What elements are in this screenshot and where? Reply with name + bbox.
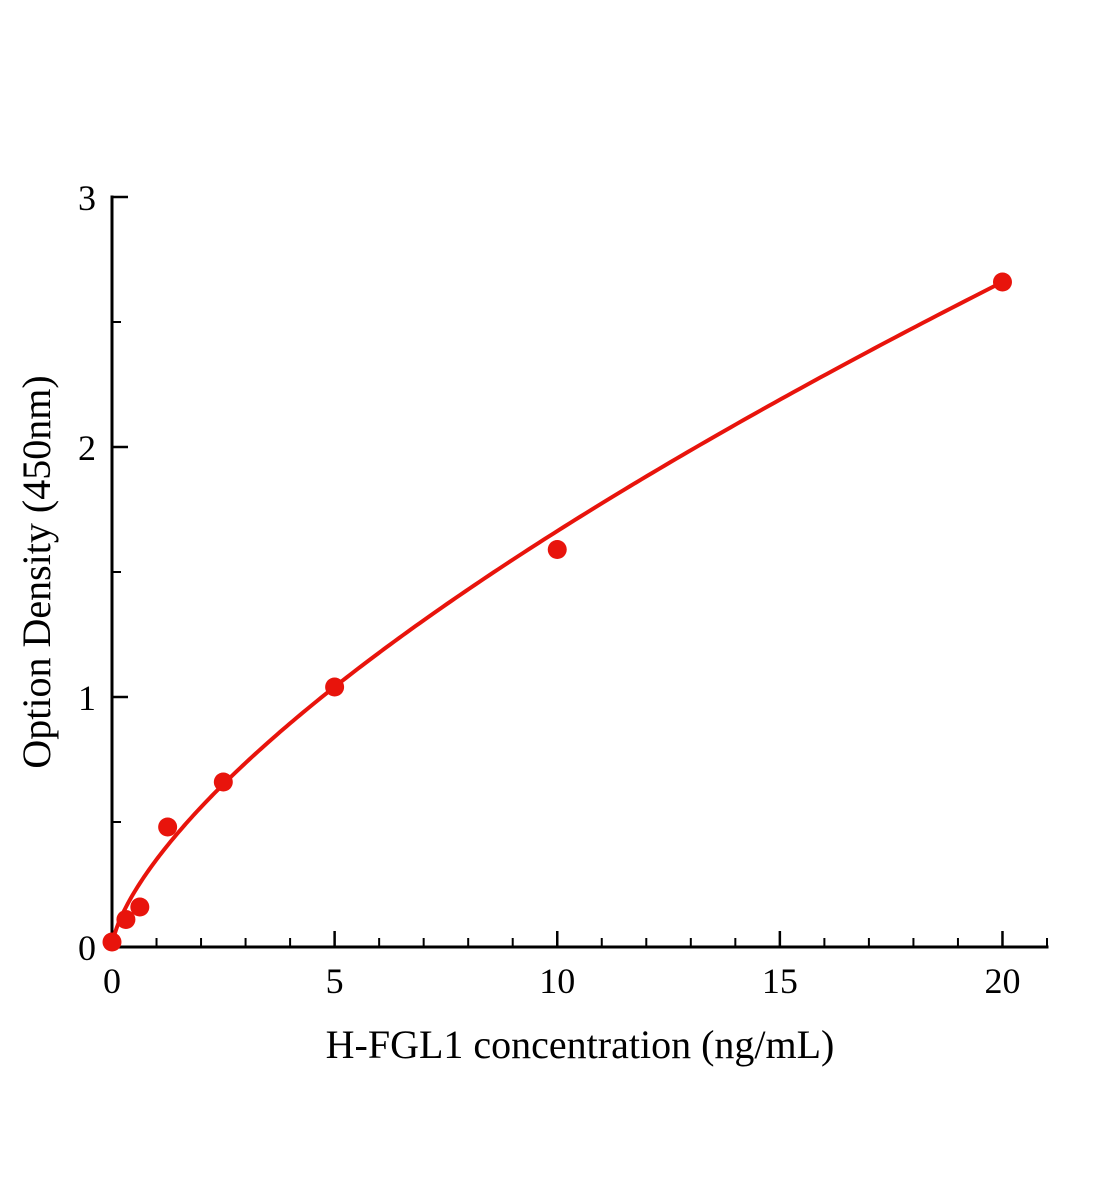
y-tick-label: 1	[78, 678, 96, 718]
data-point	[213, 772, 233, 792]
data-point	[130, 897, 150, 917]
axes-group: 0 5 10 15 20 0 1 2 3	[78, 178, 1049, 1001]
data-point	[992, 272, 1012, 292]
x-tick-label: 15	[762, 961, 798, 1001]
y-axis-title: Option Density (450nm)	[14, 375, 59, 768]
data-point	[547, 540, 567, 559]
x-tick-label: 10	[539, 961, 575, 1001]
x-tick-label: 20	[984, 961, 1020, 1001]
data-point	[325, 677, 345, 697]
data-point	[158, 817, 178, 837]
series-group	[102, 272, 1012, 952]
data-point	[116, 910, 136, 929]
y-tick-label: 0	[78, 928, 96, 968]
y-tick-label: 2	[78, 428, 96, 468]
y-tick-label: 3	[78, 178, 96, 218]
x-tick-label: 5	[326, 961, 344, 1001]
x-axis-title: H-FGL1 concentration (ng/mL)	[326, 1022, 835, 1067]
fit-curve	[110, 280, 1005, 943]
x-tick-label: 0	[103, 961, 121, 1001]
data-point	[102, 932, 122, 952]
